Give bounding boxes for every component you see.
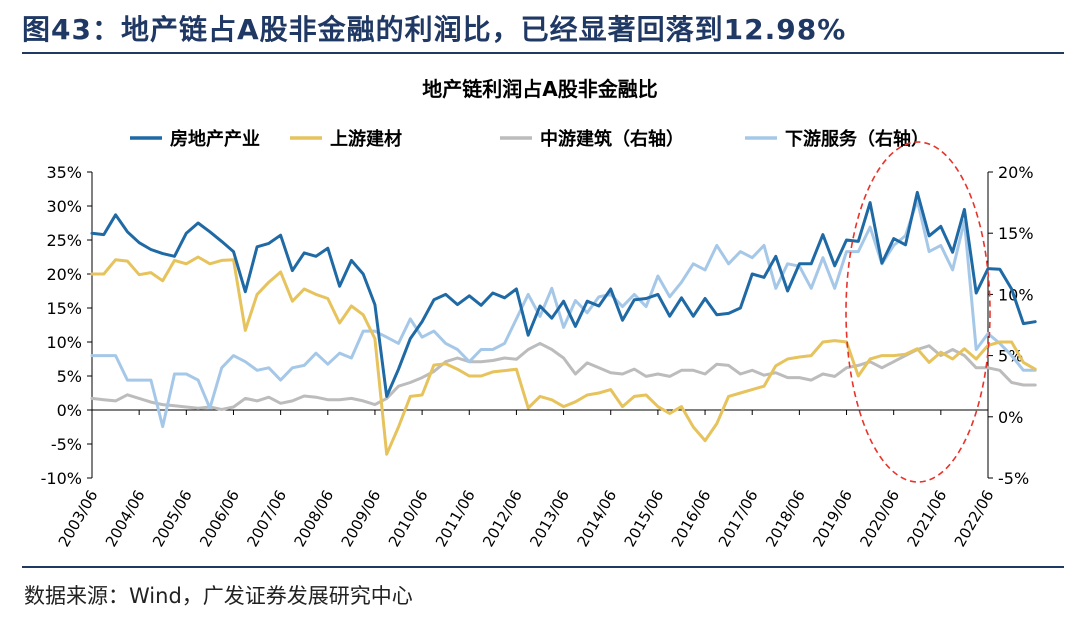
x-tick-label: 2012/06 [479,487,526,550]
right-tick-label: -5% [998,469,1029,488]
series-line-1 [90,255,1037,456]
legend-label-0: 房地产产业 [170,128,260,150]
annotation-layer [845,141,991,483]
right-tick-label: 10% [998,285,1034,304]
x-tick-label: 2015/06 [621,487,668,550]
series-layer [90,190,1037,456]
chart-title: 地产链利润占A股非金融比 [422,77,657,101]
series-line-2 [90,341,1037,411]
left-tick-label: 15% [46,299,82,318]
left-tick-label: 20% [46,265,82,284]
left-tick-label: 0% [57,401,82,420]
x-tick-label: 2008/06 [291,487,338,550]
x-tick-label: 2003/06 [55,487,102,550]
x-tick-label: 2004/06 [102,487,149,550]
x-tick-label: 2016/06 [668,487,715,550]
x-tick-label: 2013/06 [526,487,573,550]
legend: 房地产产业 上游建材 中游建筑（右轴） 下游服务（右轴） [130,128,929,150]
x-tick-label: 2020/06 [856,487,903,550]
left-tick-label: 30% [46,197,82,216]
right-tick-label: 20% [998,163,1034,182]
x-tick-label: 2009/06 [338,487,385,550]
series-line-3 [90,198,1037,429]
x-tick-label: 2022/06 [951,487,998,550]
x-tick-label: 2017/06 [715,487,762,550]
left-tick-label: -5% [51,435,82,454]
legend-label-2: 中游建筑（右轴） [540,128,684,150]
x-tick-label: 2014/06 [573,487,620,550]
legend-label-1: 上游建材 [330,128,402,150]
line-chart: 地产链利润占A股非金融比 房地产产业 上游建材 中游建筑（右轴） 下游服务（右轴） -… [41,77,1037,550]
right-tick-label: 0% [998,408,1023,427]
left-tick-label: 5% [57,367,82,386]
left-tick-label: 35% [46,163,82,182]
legend-label-3: 下游服务（右轴） [785,128,929,150]
x-tick-label: 2007/06 [243,487,290,550]
right-tick-label: 15% [998,224,1034,243]
x-tick-label: 2019/06 [809,487,856,550]
x-tick-label: 2018/06 [762,487,809,550]
x-tick-label: 2010/06 [385,487,432,550]
x-tick-label: 2011/06 [432,487,479,550]
x-tick-label: 2006/06 [196,487,243,550]
x-tick-label: 2021/06 [904,487,951,550]
figure-title: 图43：地产链占A股非金融的利润比，已经显著回落到12.98% [22,13,847,46]
highlight-ellipse [845,141,991,483]
left-tick-label: 25% [46,231,82,250]
x-tick-label: 2005/06 [149,487,196,550]
footer-rule [22,566,1064,568]
series-line-0 [90,190,1037,398]
title-underline [22,52,1064,54]
source-note: 数据来源：Wind，广发证券发展研究中心 [24,584,413,608]
left-tick-label: 10% [46,333,82,352]
left-tick-label: -10% [41,469,82,488]
